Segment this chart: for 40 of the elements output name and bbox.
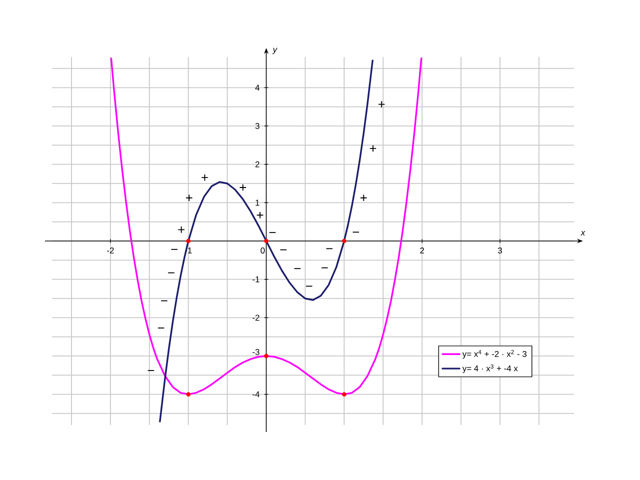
x-tick-label: 0 [260,248,265,254]
legend-label: y= x$^{4}$ + -2 · x$^{2}$ - 3 [462,350,527,359]
annotation: + [202,174,208,181]
annotation: + [360,194,367,202]
point [342,238,346,244]
annotation: − [171,248,178,250]
point [186,392,191,397]
x-tick-label: 2 [420,248,424,254]
annotation: − [322,267,328,268]
point [186,238,191,244]
annotation: + [186,194,192,202]
annotation: − [326,248,333,250]
annotation: − [148,370,154,372]
annotation: − [294,268,301,270]
x-tick-label: 3 [498,248,502,254]
annotation: + [240,184,246,191]
annotation: − [280,249,287,250]
y-tick-label: 3 [255,122,260,129]
y-tick-label: 2 [255,161,260,168]
x-tick-label: -2 [107,248,114,254]
annotation: − [269,232,276,234]
y-tick-label: -3 [252,348,260,355]
legend-label: y= 4 · x$^{3}$ + -4 x [462,364,518,374]
annotation: + [256,212,264,218]
point [342,392,346,397]
annotation: + [378,101,385,108]
annotation: − [161,300,168,302]
y-tick-label: 4 [255,84,260,91]
y-axis-title: y [272,48,278,54]
y-tick-label: -1 [252,276,260,282]
y-tick-label: -2 [252,314,260,321]
annotation: + [178,226,184,233]
annotation: − [352,232,360,233]
annotation: − [168,272,174,274]
point [264,354,268,358]
annotation: − [306,286,312,287]
y-tick-label: 1 [256,200,260,206]
y-tick-label: -4 [252,391,260,398]
x-axis-title: x [580,231,586,236]
annotation: + [370,145,376,152]
